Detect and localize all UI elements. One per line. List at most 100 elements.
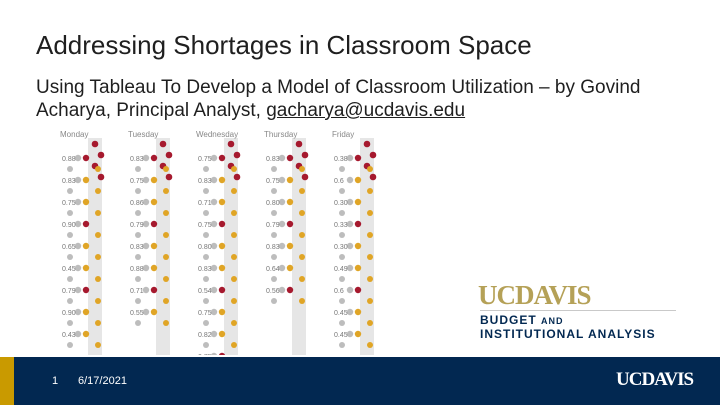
grey-dot bbox=[346, 308, 354, 316]
grey-dot bbox=[203, 210, 209, 216]
grey-dot bbox=[271, 210, 277, 216]
grey-dot bbox=[346, 154, 354, 162]
value-dot bbox=[218, 330, 226, 338]
red-dot bbox=[301, 151, 309, 159]
dot-label: 0.83 bbox=[198, 266, 212, 273]
grey-dot bbox=[271, 232, 277, 238]
value-dot bbox=[82, 330, 90, 338]
dot-label: 0.56 bbox=[266, 288, 280, 295]
orange-dot bbox=[95, 254, 101, 260]
grey-dot bbox=[210, 352, 218, 355]
logo-ucdavis-wordmark: UCDAVIS bbox=[478, 280, 592, 310]
orange-dot bbox=[95, 298, 101, 304]
red-dot bbox=[227, 140, 235, 148]
grey-dot bbox=[142, 242, 150, 250]
dot-label: 0.55 bbox=[130, 310, 144, 317]
grey-dot bbox=[74, 220, 82, 228]
value-dot bbox=[218, 242, 226, 250]
orange-dot bbox=[299, 276, 305, 282]
orange-dot bbox=[95, 232, 101, 238]
value-dot bbox=[150, 220, 158, 228]
grey-dot bbox=[346, 264, 354, 272]
red-dot bbox=[295, 140, 303, 148]
value-dot bbox=[82, 198, 90, 206]
grey-dot bbox=[210, 176, 218, 184]
grey-dot bbox=[74, 154, 82, 162]
footer-date: 6/17/2021 bbox=[78, 375, 127, 387]
orange-dot bbox=[231, 298, 237, 304]
orange-dot bbox=[163, 276, 169, 282]
day-header: Friday bbox=[332, 130, 354, 139]
grey-dot bbox=[271, 298, 277, 304]
orange-dot bbox=[163, 320, 169, 326]
dot-label: 0.82 bbox=[198, 332, 212, 339]
value-dot bbox=[218, 264, 226, 272]
red-dot bbox=[97, 151, 105, 159]
value-dot bbox=[82, 154, 90, 162]
orange-dot bbox=[231, 166, 237, 172]
grey-dot bbox=[210, 220, 218, 228]
red-dot bbox=[369, 173, 377, 181]
value-dot bbox=[354, 176, 362, 184]
grey-dot bbox=[67, 254, 73, 260]
dot-label: 0.30 bbox=[334, 200, 348, 207]
dot-label: 0.79 bbox=[130, 222, 144, 229]
orange-dot bbox=[231, 320, 237, 326]
dot-label: 0.79 bbox=[62, 288, 76, 295]
value-dot bbox=[150, 264, 158, 272]
dot-label: 0.71 bbox=[198, 200, 212, 207]
value-dot bbox=[354, 242, 362, 250]
grey-dot bbox=[74, 176, 82, 184]
value-dot bbox=[218, 308, 226, 316]
grey-dot bbox=[135, 188, 141, 194]
day-header: Monday bbox=[60, 130, 88, 139]
grey-dot bbox=[271, 276, 277, 282]
grey-dot bbox=[210, 198, 218, 206]
grey-dot bbox=[271, 166, 277, 172]
value-dot bbox=[82, 176, 90, 184]
grey-dot bbox=[210, 286, 218, 294]
subtitle-text: Using Tableau To Develop a Model of Clas… bbox=[36, 77, 641, 121]
grey-dot bbox=[210, 330, 218, 338]
grey-dot bbox=[278, 286, 286, 294]
day-header: Tuesday bbox=[128, 130, 158, 139]
grey-dot bbox=[346, 242, 354, 250]
dot-label: 0.83 bbox=[130, 156, 144, 163]
dot-label: 0.80 bbox=[266, 200, 280, 207]
slide-subtitle: Using Tableau To Develop a Model of Clas… bbox=[36, 76, 706, 122]
red-dot bbox=[91, 140, 99, 148]
dot-label: 0.43 bbox=[62, 332, 76, 339]
grey-dot bbox=[346, 220, 354, 228]
value-dot bbox=[82, 220, 90, 228]
orange-dot bbox=[299, 298, 305, 304]
value-dot bbox=[286, 264, 294, 272]
value-dot bbox=[218, 176, 226, 184]
grey-dot bbox=[271, 188, 277, 194]
dot-label: 0.45 bbox=[62, 266, 76, 273]
grey-dot bbox=[135, 210, 141, 216]
value-dot bbox=[150, 198, 158, 206]
value-dot bbox=[286, 286, 294, 294]
email-link[interactable]: gacharya@ucdavis.edu bbox=[266, 100, 466, 121]
uc-davis-budget-logo: UCDAVIS BUDGET AND INSTITUTIONAL ANALYSI… bbox=[478, 280, 688, 341]
grey-dot bbox=[346, 330, 354, 338]
grey-dot bbox=[210, 264, 218, 272]
grey-dot bbox=[74, 308, 82, 316]
utilization-visualization: Monday 0.88 0.83 0.75 0.90 0.65 0.45 0.79 0.90 0.… bbox=[60, 130, 377, 355]
logo-divider bbox=[480, 310, 676, 311]
grey-dot bbox=[210, 154, 218, 162]
dot-label: 0.90 bbox=[62, 310, 76, 317]
dot-label: 0.83 bbox=[266, 156, 280, 163]
dot-label: 0.45 bbox=[334, 310, 348, 317]
grey-dot bbox=[67, 188, 73, 194]
red-dot bbox=[97, 173, 105, 181]
grey-dot bbox=[135, 166, 141, 172]
grey-dot bbox=[339, 276, 345, 282]
dot-label: 0.30 bbox=[334, 244, 348, 251]
orange-dot bbox=[231, 210, 237, 216]
dot-label: 0.83 bbox=[266, 244, 280, 251]
orange-dot bbox=[163, 232, 169, 238]
grey-dot bbox=[67, 166, 73, 172]
red-dot bbox=[369, 151, 377, 159]
value-dot bbox=[286, 242, 294, 250]
